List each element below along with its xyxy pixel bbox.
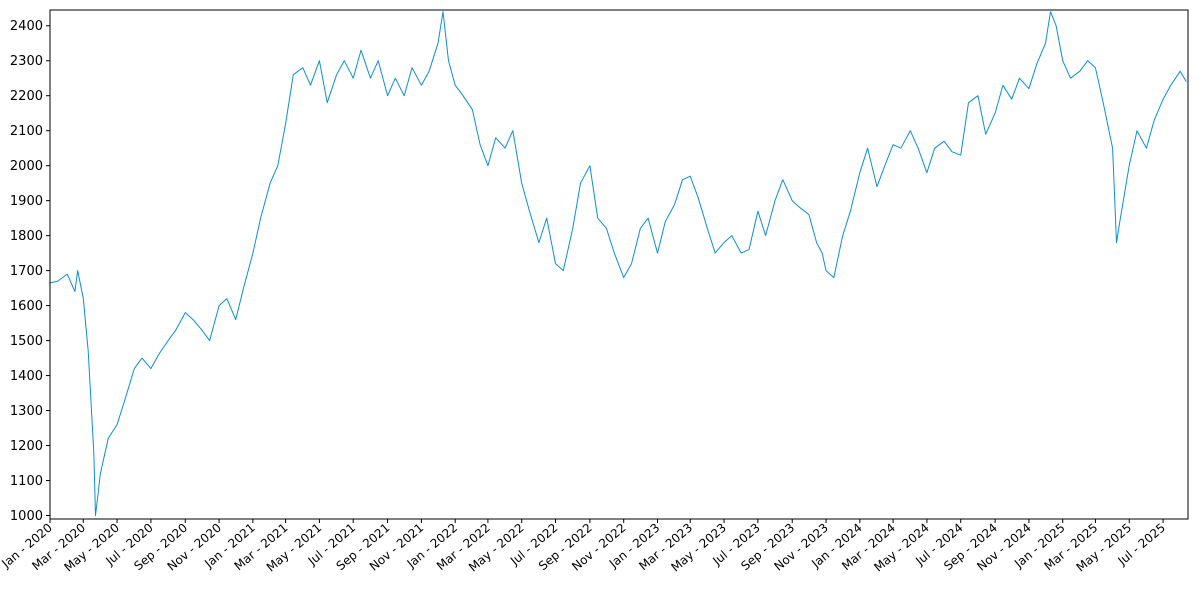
series-line-0 bbox=[49, 11, 1187, 516]
y-tick-label: 1500 bbox=[10, 334, 43, 349]
y-tick-label: 2400 bbox=[10, 19, 43, 34]
y-tick-label: 2000 bbox=[10, 159, 43, 174]
series-layer bbox=[49, 11, 1187, 516]
y-axis-ticks: 1000 1100 1200 1300 1400 1500 1600 1700 1800 1900… bbox=[10, 19, 50, 524]
y-tick-label: 1200 bbox=[10, 439, 43, 454]
y-tick-label: 1800 bbox=[10, 229, 43, 244]
y-tick-label: 1700 bbox=[10, 264, 43, 279]
plot-frame bbox=[49, 9, 1189, 520]
y-tick-label: 2100 bbox=[10, 124, 43, 139]
y-tick-label: 2300 bbox=[10, 54, 43, 69]
y-tick-label: 1600 bbox=[10, 299, 43, 314]
y-tick-label: 1000 bbox=[10, 509, 43, 524]
y-tick-label: 1900 bbox=[10, 194, 43, 209]
y-tick-label: 1400 bbox=[10, 369, 43, 384]
y-tick-label: 1100 bbox=[10, 474, 43, 489]
y-tick-label: 2200 bbox=[10, 89, 43, 104]
y-tick-label: 1300 bbox=[10, 404, 43, 419]
